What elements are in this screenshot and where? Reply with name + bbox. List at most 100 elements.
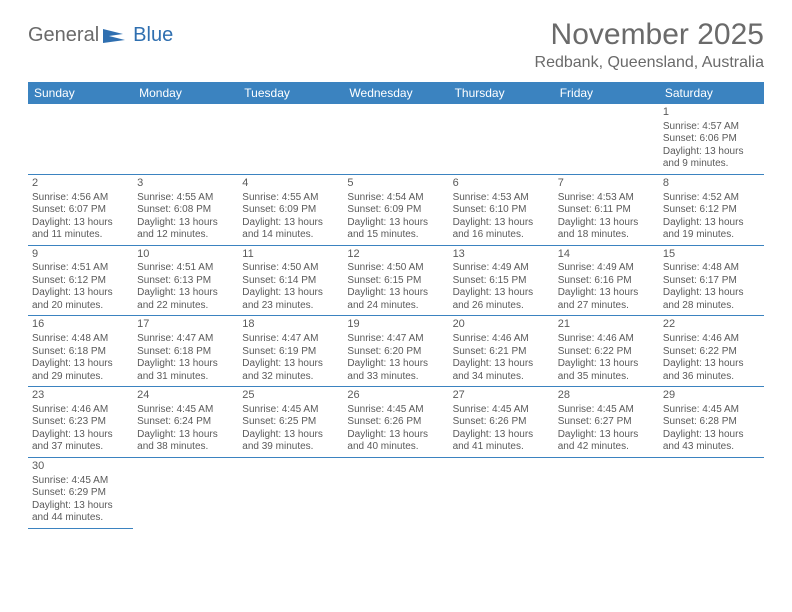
sunset-line: Sunset: 6:17 PM	[663, 275, 760, 288]
sunrise-line: Sunrise: 4:53 AM	[558, 192, 655, 205]
daylight-line-2: and 38 minutes.	[137, 441, 234, 454]
sunrise-line: Sunrise: 4:45 AM	[242, 404, 339, 417]
sunrise-line: Sunrise: 4:55 AM	[242, 192, 339, 205]
daylight-line-2: and 12 minutes.	[137, 229, 234, 242]
sunset-line: Sunset: 6:14 PM	[242, 275, 339, 288]
sunset-line: Sunset: 6:10 PM	[453, 204, 550, 217]
calendar-cell: 15Sunrise: 4:48 AMSunset: 6:17 PMDayligh…	[659, 246, 764, 317]
daylight-line-2: and 41 minutes.	[453, 441, 550, 454]
calendar-cell-empty	[343, 104, 448, 175]
calendar-cell: 29Sunrise: 4:45 AMSunset: 6:28 PMDayligh…	[659, 387, 764, 458]
calendar-cell: 24Sunrise: 4:45 AMSunset: 6:24 PMDayligh…	[133, 387, 238, 458]
calendar-cell: 23Sunrise: 4:46 AMSunset: 6:23 PMDayligh…	[28, 387, 133, 458]
daylight-line-1: Daylight: 13 hours	[663, 146, 760, 159]
sunrise-line: Sunrise: 4:53 AM	[453, 192, 550, 205]
sunset-line: Sunset: 6:09 PM	[347, 204, 444, 217]
day-number: 2	[32, 177, 129, 191]
day-number: 11	[242, 248, 339, 262]
daylight-line-1: Daylight: 13 hours	[242, 287, 339, 300]
daylight-line-1: Daylight: 13 hours	[347, 217, 444, 230]
daylight-line-2: and 11 minutes.	[32, 229, 129, 242]
day-number: 21	[558, 318, 655, 332]
calendar-cell: 10Sunrise: 4:51 AMSunset: 6:13 PMDayligh…	[133, 246, 238, 317]
sunset-line: Sunset: 6:08 PM	[137, 204, 234, 217]
sunrise-line: Sunrise: 4:46 AM	[453, 333, 550, 346]
daylight-line-1: Daylight: 13 hours	[663, 358, 760, 371]
daylight-line-2: and 14 minutes.	[242, 229, 339, 242]
daylight-line-2: and 36 minutes.	[663, 371, 760, 384]
calendar-cell-empty	[133, 104, 238, 175]
daylight-line-1: Daylight: 13 hours	[663, 429, 760, 442]
calendar-cell: 3Sunrise: 4:55 AMSunset: 6:08 PMDaylight…	[133, 175, 238, 246]
daylight-line-1: Daylight: 13 hours	[558, 429, 655, 442]
daylight-line-1: Daylight: 13 hours	[453, 287, 550, 300]
brand-text-2: Blue	[133, 24, 173, 47]
daylight-line-1: Daylight: 13 hours	[453, 358, 550, 371]
sunrise-line: Sunrise: 4:47 AM	[137, 333, 234, 346]
day-number: 20	[453, 318, 550, 332]
sunset-line: Sunset: 6:21 PM	[453, 346, 550, 359]
sunrise-line: Sunrise: 4:45 AM	[453, 404, 550, 417]
sunrise-line: Sunrise: 4:52 AM	[663, 192, 760, 205]
weekday-header: Monday	[133, 82, 238, 104]
daylight-line-1: Daylight: 13 hours	[663, 287, 760, 300]
sunrise-line: Sunrise: 4:49 AM	[453, 262, 550, 275]
sunset-line: Sunset: 6:27 PM	[558, 416, 655, 429]
weekday-header-row: SundayMondayTuesdayWednesdayThursdayFrid…	[28, 82, 764, 104]
brand-flag-icon	[103, 27, 129, 45]
calendar-grid: 1Sunrise: 4:57 AMSunset: 6:06 PMDaylight…	[28, 104, 764, 529]
sunset-line: Sunset: 6:26 PM	[347, 416, 444, 429]
daylight-line-2: and 42 minutes.	[558, 441, 655, 454]
daylight-line-2: and 34 minutes.	[453, 371, 550, 384]
calendar-cell: 7Sunrise: 4:53 AMSunset: 6:11 PMDaylight…	[554, 175, 659, 246]
daylight-line-2: and 29 minutes.	[32, 371, 129, 384]
daylight-line-1: Daylight: 13 hours	[453, 217, 550, 230]
daylight-line-1: Daylight: 13 hours	[32, 358, 129, 371]
weekday-header: Tuesday	[238, 82, 343, 104]
calendar-cell: 17Sunrise: 4:47 AMSunset: 6:18 PMDayligh…	[133, 316, 238, 387]
day-number: 19	[347, 318, 444, 332]
day-number: 29	[663, 389, 760, 403]
sunset-line: Sunset: 6:16 PM	[558, 275, 655, 288]
sunset-line: Sunset: 6:06 PM	[663, 133, 760, 146]
day-number: 15	[663, 248, 760, 262]
sunset-line: Sunset: 6:11 PM	[558, 204, 655, 217]
daylight-line-2: and 23 minutes.	[242, 300, 339, 313]
day-number: 8	[663, 177, 760, 191]
sunrise-line: Sunrise: 4:48 AM	[663, 262, 760, 275]
daylight-line-2: and 9 minutes.	[663, 158, 760, 171]
calendar-cell: 14Sunrise: 4:49 AMSunset: 6:16 PMDayligh…	[554, 246, 659, 317]
daylight-line-2: and 37 minutes.	[32, 441, 129, 454]
day-number: 27	[453, 389, 550, 403]
sunrise-line: Sunrise: 4:45 AM	[137, 404, 234, 417]
sunrise-line: Sunrise: 4:50 AM	[242, 262, 339, 275]
location-subtitle: Redbank, Queensland, Australia	[535, 54, 764, 72]
calendar-cell-empty	[28, 104, 133, 175]
weekday-header: Friday	[554, 82, 659, 104]
calendar-cell: 19Sunrise: 4:47 AMSunset: 6:20 PMDayligh…	[343, 316, 448, 387]
brand-logo: General Blue	[28, 24, 173, 47]
daylight-line-2: and 32 minutes.	[242, 371, 339, 384]
day-number: 14	[558, 248, 655, 262]
day-number: 25	[242, 389, 339, 403]
daylight-line-1: Daylight: 13 hours	[32, 287, 129, 300]
day-number: 24	[137, 389, 234, 403]
sunrise-line: Sunrise: 4:46 AM	[32, 404, 129, 417]
daylight-line-1: Daylight: 13 hours	[558, 217, 655, 230]
sunset-line: Sunset: 6:26 PM	[453, 416, 550, 429]
day-number: 4	[242, 177, 339, 191]
calendar-cell-empty	[238, 104, 343, 175]
daylight-line-1: Daylight: 13 hours	[32, 500, 129, 513]
calendar-cell: 11Sunrise: 4:50 AMSunset: 6:14 PMDayligh…	[238, 246, 343, 317]
daylight-line-2: and 43 minutes.	[663, 441, 760, 454]
calendar-cell: 5Sunrise: 4:54 AMSunset: 6:09 PMDaylight…	[343, 175, 448, 246]
calendar-cell: 27Sunrise: 4:45 AMSunset: 6:26 PMDayligh…	[449, 387, 554, 458]
sunset-line: Sunset: 6:18 PM	[32, 346, 129, 359]
calendar-cell: 12Sunrise: 4:50 AMSunset: 6:15 PMDayligh…	[343, 246, 448, 317]
weekday-header: Wednesday	[343, 82, 448, 104]
daylight-line-2: and 28 minutes.	[663, 300, 760, 313]
daylight-line-2: and 18 minutes.	[558, 229, 655, 242]
sunrise-line: Sunrise: 4:55 AM	[137, 192, 234, 205]
weekday-header: Saturday	[659, 82, 764, 104]
calendar-cell: 28Sunrise: 4:45 AMSunset: 6:27 PMDayligh…	[554, 387, 659, 458]
